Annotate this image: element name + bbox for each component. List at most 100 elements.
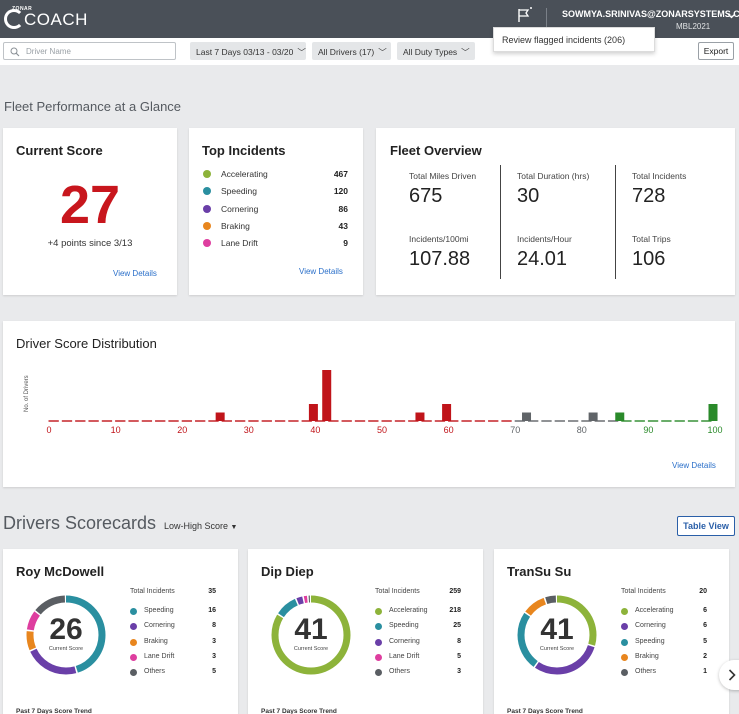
- incident-color-dot: [375, 638, 382, 646]
- incident-color-dot: [203, 170, 211, 178]
- stat-value-incidents-per-hour: 24.01: [517, 248, 568, 270]
- stat-label-miles: Total Miles Driven: [409, 171, 477, 181]
- incident-label: Cornering: [221, 203, 259, 214]
- incident-donut-chart: [271, 595, 351, 675]
- incident-color-dot: [621, 653, 628, 661]
- total-incidents-value: 259: [449, 588, 461, 595]
- stat-label-incidents: Total Incidents: [632, 171, 687, 181]
- export-button[interactable]: Export: [698, 42, 734, 60]
- incident-label: Braking: [635, 652, 659, 660]
- fleet-overview-divider: [615, 165, 616, 279]
- chevron-down-icon: ﹀: [378, 47, 387, 57]
- scorecard-incident-row: Others 5: [130, 667, 216, 679]
- user-email[interactable]: SOWMYA.SRINIVAS@ZONARSYSTEMS.COM: [562, 9, 739, 19]
- current-score-delta: +4 points since 3/13: [47, 238, 133, 249]
- stat-label-incidents-per-100mi: Incidents/100mi: [409, 234, 469, 244]
- driver-scorecard[interactable]: Dip Diep Total Incidents 259 Accelerating 21…: [248, 549, 483, 714]
- incident-row: Speeding 120: [203, 185, 348, 199]
- driver-search-input[interactable]: [26, 45, 171, 57]
- donut-segment: [26, 595, 106, 675]
- distribution-bar[interactable]: [522, 412, 532, 422]
- fleet-overview-card: Fleet Overview Total Miles Driven 675 To…: [376, 128, 735, 295]
- next-scorecards-button[interactable]: [719, 660, 739, 690]
- scorecard-incident-row: Lane Drift 3: [130, 652, 216, 664]
- drivers-dropdown[interactable]: All Drivers (17) ﹀: [312, 42, 391, 60]
- scorecard-incident-row: Lane Drift 5: [375, 652, 461, 664]
- filter-bar: Last 7 Days 03/13 - 03/20﹀ All Drivers (…: [0, 38, 739, 65]
- drivers-label: All Drivers (17): [318, 47, 375, 57]
- incident-color-dot: [621, 669, 628, 677]
- incident-label: Accelerating: [635, 607, 674, 614]
- search-icon: [10, 47, 20, 57]
- total-incidents-value: 35: [208, 588, 216, 595]
- incident-row: Lane Drift 9: [203, 237, 348, 251]
- chevron-down-icon[interactable]: [727, 13, 736, 19]
- driver-scorecard[interactable]: Roy McDowell Total Incidents 35 Speeding 16 C…: [3, 549, 238, 714]
- incident-color-dot: [130, 638, 137, 646]
- distribution-view-details[interactable]: View Details: [672, 461, 716, 470]
- driver-name[interactable]: TranSu Su: [507, 564, 572, 579]
- flag-icon[interactable]: [516, 7, 534, 23]
- total-incidents-label: Total Incidents: [621, 588, 666, 595]
- stat-label-trips: Total Trips: [632, 234, 671, 244]
- distribution-bar[interactable]: [615, 412, 625, 422]
- current-score-card: Current Score 27 +4 points since 3/13 Vi…: [3, 128, 177, 295]
- driver-scorecard[interactable]: TranSu Su Total Incidents 20 Accelerating 6 C…: [494, 549, 729, 714]
- score-trend-label: Past 7 Days Score Trend: [507, 708, 583, 714]
- incident-color-dot: [203, 221, 211, 230]
- incident-color-dot: [621, 608, 628, 615]
- distribution-bar[interactable]: [322, 370, 332, 421]
- score-trend-label: Past 7 Days Score Trend: [16, 708, 92, 714]
- date-range-dropdown[interactable]: Last 7 Days 03/13 - 03/20 ﹀: [190, 42, 306, 60]
- incident-color-dot: [130, 608, 137, 615]
- incident-count: 6: [703, 607, 707, 614]
- driver-current-score: 26: [49, 613, 83, 646]
- zonar-coach-logo[interactable]: ZONAR COACH: [4, 4, 87, 34]
- driver-search[interactable]: [3, 42, 176, 60]
- incident-count: 25: [453, 622, 461, 630]
- table-view-button[interactable]: Table View: [677, 516, 735, 536]
- flagged-incidents-popover[interactable]: Review flagged incidents (206): [493, 27, 655, 52]
- top-incidents-view-details[interactable]: View Details: [299, 267, 343, 276]
- incident-color-dot: [130, 623, 137, 631]
- logo-mark: [4, 9, 24, 29]
- fleet-overview-divider: [500, 165, 501, 279]
- distribution-bar[interactable]: [215, 412, 225, 422]
- incident-label: Lane Drift: [389, 652, 420, 660]
- score-distribution-card: Driver Score Distribution View Details: [3, 321, 735, 487]
- stat-value-miles: 675: [409, 185, 443, 207]
- review-flagged-link[interactable]: Review flagged incidents (206): [502, 35, 626, 45]
- incident-count: 43: [338, 220, 348, 231]
- donut-segment: [26, 595, 106, 675]
- score-distribution-chart: 0 10 20 30 40 50 60 70 80 90 100: [46, 370, 723, 435]
- incident-count: 1: [703, 668, 707, 676]
- distribution-tick-label: 60: [444, 425, 454, 435]
- distribution-tick-label: 20: [177, 425, 187, 435]
- distribution-bar[interactable]: [308, 404, 318, 421]
- stat-value-incidents: 728: [632, 185, 666, 207]
- incident-count: 8: [212, 622, 216, 630]
- incident-label: Speeding: [144, 607, 174, 614]
- distribution-bar[interactable]: [415, 412, 425, 422]
- incident-color-dot: [375, 623, 382, 631]
- driver-name[interactable]: Roy McDowell: [16, 564, 105, 579]
- current-score-view-details[interactable]: View Details: [113, 269, 157, 278]
- distribution-bar[interactable]: [708, 404, 718, 421]
- distribution-bar[interactable]: [442, 404, 452, 421]
- total-incidents-label: Total Incidents: [130, 588, 175, 595]
- distribution-title: Driver Score Distribution: [16, 336, 157, 351]
- distribution-bar[interactable]: [588, 412, 598, 422]
- incident-label: Cornering: [635, 622, 666, 630]
- stat-value-incidents-per-100mi: 107.88: [409, 248, 471, 270]
- header-divider: [546, 8, 547, 32]
- incident-color-dot: [375, 669, 382, 677]
- incident-label: Others: [144, 668, 166, 676]
- duty-types-dropdown[interactable]: All Duty Types ﹀: [397, 42, 475, 60]
- sort-dropdown[interactable]: Low-High Score ▼: [164, 521, 237, 531]
- incident-color-dot: [375, 653, 382, 661]
- driver-name[interactable]: Dip Diep: [261, 564, 314, 579]
- distribution-tick-label: 30: [244, 425, 254, 435]
- incident-count: 3: [457, 668, 461, 676]
- current-score-title: Current Score: [16, 143, 103, 158]
- stat-label-incidents-per-hour: Incidents/Hour: [517, 234, 572, 244]
